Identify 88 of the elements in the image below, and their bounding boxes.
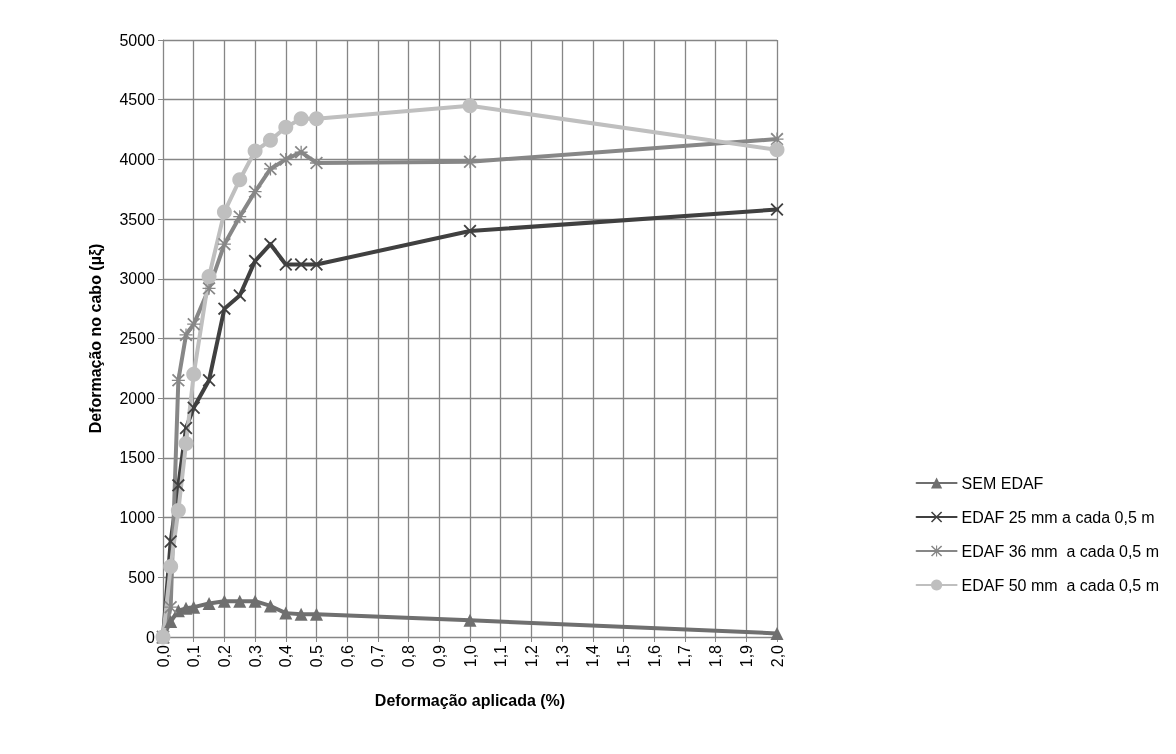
y-tick-label: 4500 xyxy=(119,91,156,109)
y-tick-label: 1000 xyxy=(119,509,156,527)
y-axis-title: Deformação no cabo (µξ) xyxy=(86,243,105,434)
x-tick-label: 1,9 xyxy=(737,644,755,668)
point xyxy=(279,606,293,620)
point xyxy=(164,534,178,548)
point xyxy=(263,237,277,251)
point xyxy=(217,302,231,316)
point xyxy=(217,237,231,251)
point xyxy=(179,421,193,435)
point xyxy=(248,594,262,608)
point xyxy=(769,142,785,158)
x-tick-label: 1,6 xyxy=(645,644,663,668)
point xyxy=(770,626,784,640)
y-tick-label: 2000 xyxy=(119,389,156,407)
x-tick-label: 1,3 xyxy=(553,644,571,668)
point xyxy=(164,614,178,628)
point xyxy=(262,132,278,148)
point xyxy=(187,401,201,415)
point xyxy=(294,145,308,159)
point xyxy=(163,559,179,575)
x-tick-label: 1,8 xyxy=(707,644,725,668)
point xyxy=(170,502,186,518)
point xyxy=(248,254,262,268)
x-tick-label: 0,2 xyxy=(215,644,233,668)
point xyxy=(171,478,185,492)
point xyxy=(263,162,277,176)
y-tick-label: 2500 xyxy=(119,330,156,347)
legend-label: SEM EDAF xyxy=(961,474,1044,492)
x-axis-title: Deformação aplicada (%) xyxy=(374,691,566,709)
point xyxy=(278,119,294,135)
point xyxy=(201,268,217,284)
x-tick-label: 0,4 xyxy=(277,644,295,668)
x-tick-label: 0,3 xyxy=(246,644,264,668)
point xyxy=(310,156,323,170)
x-tick-label: 0,8 xyxy=(400,644,418,668)
point xyxy=(187,317,201,331)
x-tick-label: 1,7 xyxy=(676,644,694,668)
point xyxy=(233,210,247,224)
legend-label: EDAF 50 mm a cada 0,5 m xyxy=(961,576,1159,594)
point xyxy=(217,594,231,608)
point xyxy=(233,289,247,303)
y-tick-label: 5000 xyxy=(119,31,156,49)
point xyxy=(463,224,477,238)
point xyxy=(232,172,248,188)
point xyxy=(293,111,309,127)
x-tick-label: 1,5 xyxy=(615,644,632,668)
point xyxy=(202,597,216,611)
point xyxy=(310,257,323,271)
point xyxy=(164,600,178,614)
point xyxy=(462,98,478,114)
x-tick-label: 1,2 xyxy=(522,644,540,668)
y-tick-label: 1500 xyxy=(119,449,156,467)
point xyxy=(463,155,477,169)
point xyxy=(279,152,293,166)
point xyxy=(202,281,216,295)
x-tick-label: 0,1 xyxy=(185,644,203,668)
y-tick-label: 3500 xyxy=(119,210,156,228)
point xyxy=(216,204,232,220)
x-tick-label: 1,0 xyxy=(461,644,479,668)
y-tick-label: 3000 xyxy=(119,270,156,288)
point xyxy=(247,143,263,159)
x-tick-label: 2,0 xyxy=(768,644,786,668)
x-tick-label: 1,4 xyxy=(584,644,602,668)
x-tick-label: 0,7 xyxy=(369,644,387,668)
y-tick-label: 4000 xyxy=(119,150,156,168)
point xyxy=(263,599,277,613)
y-tick-label: 500 xyxy=(128,568,156,586)
point xyxy=(294,607,308,621)
point xyxy=(171,373,185,387)
x-tick-label: 0,5 xyxy=(308,644,325,668)
x-tick-label: 1,1 xyxy=(492,644,510,668)
point xyxy=(248,185,262,199)
x-tick-label: 0,6 xyxy=(338,644,356,668)
point xyxy=(463,613,477,627)
x-tick-label: 0,0 xyxy=(154,644,172,668)
point xyxy=(202,373,216,387)
point xyxy=(310,607,323,621)
point xyxy=(178,436,194,452)
point xyxy=(309,111,324,127)
x-tick-label: 0,9 xyxy=(430,644,448,668)
legend-label: EDAF 25 mm a cada 0,5 m xyxy=(961,508,1155,526)
y-tick-label: 0 xyxy=(146,628,156,646)
legend-label: EDAF 36 mm a cada 0,5 m xyxy=(961,542,1159,560)
point xyxy=(279,257,293,271)
point xyxy=(233,594,247,608)
point xyxy=(186,366,202,382)
point xyxy=(179,328,193,342)
